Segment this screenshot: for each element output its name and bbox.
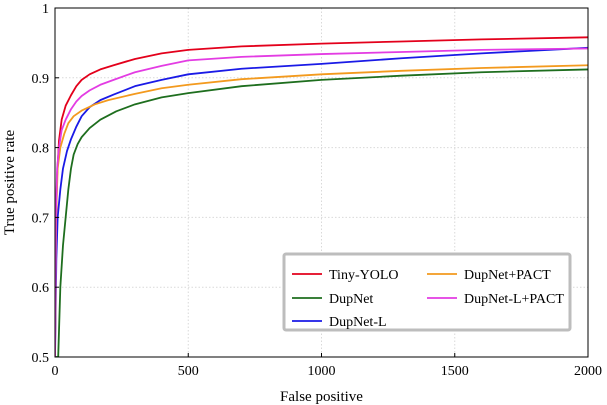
series-line-dupnet xyxy=(55,68,588,357)
x-axis-label: False positive xyxy=(280,389,363,405)
y-axis-label: True positive rate xyxy=(2,130,18,236)
x-tick-label: 2000 xyxy=(574,364,602,379)
legend-box xyxy=(282,252,572,332)
y-tick-label: 1 xyxy=(42,2,49,17)
legend-label-dupnet-l-pact: DupNet-L+PACT xyxy=(464,292,564,307)
axis-ticks: 0 500 1000 1500 2000 0.5 0.6 0.7 0.8 0.9 1 xyxy=(32,2,603,379)
series-line-tiny-yolo xyxy=(55,36,588,357)
legend-label-tiny-yolo: Tiny-YOLO xyxy=(329,268,399,283)
legend-label-dupnet: DupNet xyxy=(329,292,373,307)
y-tick-label: 0.6 xyxy=(32,281,50,296)
y-tick-label: 0.8 xyxy=(32,142,50,157)
x-tick-label: 500 xyxy=(178,364,199,379)
series-line-dupnet-l-pact xyxy=(55,47,588,357)
legend-entries: Tiny-YOLO DupNet DupNet-L DupNet+PACT DupNet… xyxy=(292,268,564,330)
legend-label-dupnet-pact: DupNet+PACT xyxy=(464,268,551,283)
series-lines xyxy=(55,36,588,357)
legend: Tiny-YOLO DupNet DupNet-L DupNet+PACT DupNet… xyxy=(282,252,572,332)
y-tick-label: 0.7 xyxy=(32,211,50,226)
x-tick-label: 1000 xyxy=(308,364,336,379)
y-tick-label: 0.9 xyxy=(32,72,50,87)
x-tick-label: 0 xyxy=(52,364,59,379)
y-tick-label: 0.5 xyxy=(32,351,50,366)
series-line-dupnet-pact xyxy=(55,64,588,357)
legend-label-dupnet-l: DupNet-L xyxy=(329,315,387,330)
x-tick-label: 1500 xyxy=(441,364,469,379)
